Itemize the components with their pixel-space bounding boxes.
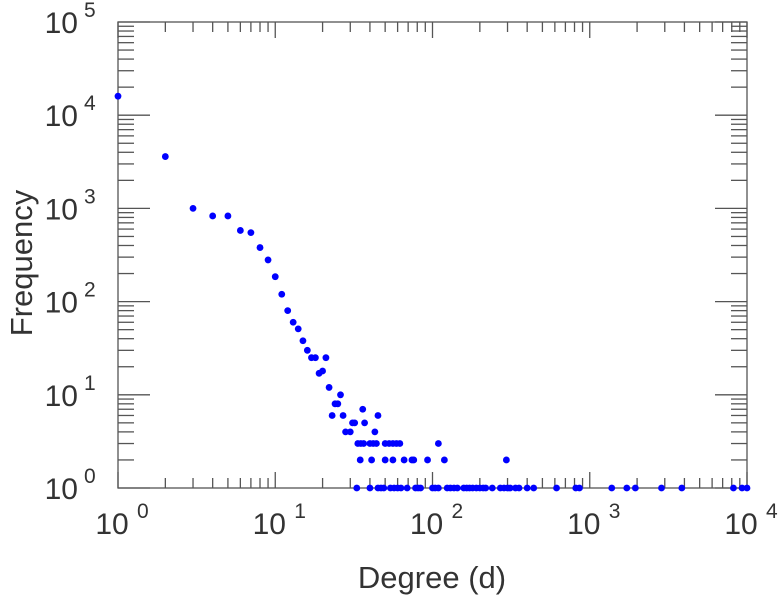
data-point bbox=[631, 484, 639, 492]
x-tick-exponent: 1 bbox=[294, 500, 306, 523]
data-point bbox=[114, 92, 122, 100]
data-point bbox=[271, 273, 279, 281]
data-point bbox=[303, 346, 311, 354]
data-point bbox=[502, 456, 510, 464]
data-point bbox=[608, 484, 616, 492]
data-point bbox=[515, 484, 523, 492]
plot-frame bbox=[117, 21, 748, 489]
data-point bbox=[284, 307, 292, 315]
data-point bbox=[434, 484, 442, 492]
data-point bbox=[380, 484, 388, 492]
x-axis-title: Degree (d) bbox=[358, 560, 506, 595]
data-point bbox=[264, 256, 272, 264]
data-point bbox=[161, 153, 169, 160]
data-point bbox=[224, 212, 232, 220]
data-point bbox=[360, 440, 368, 447]
data-point bbox=[328, 412, 336, 419]
data-point bbox=[400, 456, 408, 464]
data-point bbox=[289, 318, 297, 326]
data-point bbox=[440, 456, 448, 464]
data-point bbox=[424, 456, 431, 464]
x-tick-label: 10 bbox=[410, 508, 443, 541]
axis-ticks bbox=[117, 21, 748, 489]
data-point bbox=[482, 484, 490, 492]
x-tick-label: 10 bbox=[253, 508, 286, 541]
data-point bbox=[488, 484, 496, 492]
data-point bbox=[361, 419, 368, 427]
data-point bbox=[325, 384, 333, 391]
x-tick-label: 10 bbox=[567, 508, 600, 541]
data-point bbox=[371, 428, 379, 436]
y-tick-exponent: 0 bbox=[84, 465, 96, 488]
data-point bbox=[506, 484, 514, 492]
y-tick-label: 10 bbox=[45, 287, 78, 320]
y-tick-exponent: 5 bbox=[84, 0, 96, 22]
data-point bbox=[397, 484, 405, 492]
data-point bbox=[678, 484, 686, 492]
data-point bbox=[353, 484, 361, 492]
data-point bbox=[374, 412, 382, 419]
data-point bbox=[346, 428, 354, 436]
data-point bbox=[322, 354, 330, 362]
data-point bbox=[342, 428, 349, 436]
data-point bbox=[373, 440, 380, 447]
x-tick-exponent: 2 bbox=[452, 500, 464, 523]
x-tick-label: 10 bbox=[724, 508, 757, 541]
data-point bbox=[396, 440, 404, 447]
data-point bbox=[658, 484, 665, 492]
data-point bbox=[337, 391, 344, 399]
data-point bbox=[278, 290, 286, 298]
data-point bbox=[247, 229, 255, 236]
y-tick-labels: 10 0 10 1 10 2 10 3 10 4 10 5 bbox=[45, 0, 96, 506]
data-point bbox=[576, 484, 583, 492]
data-point bbox=[339, 412, 347, 419]
data-point bbox=[738, 484, 746, 492]
data-point bbox=[623, 484, 631, 492]
y-axis-title: Frequency bbox=[4, 189, 39, 336]
x-tick-label: 10 bbox=[95, 508, 128, 541]
data-point bbox=[403, 484, 411, 492]
data-point bbox=[256, 244, 264, 251]
data-point bbox=[359, 405, 367, 413]
y-tick-label: 10 bbox=[45, 380, 78, 413]
data-point bbox=[368, 456, 376, 464]
x-tick-exponent: 4 bbox=[766, 500, 778, 523]
y-tick-label: 10 bbox=[45, 7, 78, 40]
data-point bbox=[209, 212, 217, 220]
y-tick-label: 10 bbox=[45, 473, 78, 506]
data-point bbox=[356, 456, 364, 464]
x-tick-exponent: 0 bbox=[137, 500, 149, 523]
data-point bbox=[553, 484, 560, 492]
y-tick-exponent: 2 bbox=[84, 279, 96, 302]
data-point bbox=[311, 354, 319, 362]
data-point bbox=[294, 325, 302, 333]
data-point bbox=[236, 227, 244, 234]
data-point bbox=[454, 484, 461, 492]
data-point bbox=[389, 456, 397, 464]
data-point bbox=[351, 419, 359, 427]
data-point bbox=[299, 337, 307, 345]
data-point bbox=[189, 205, 197, 212]
y-tick-exponent: 3 bbox=[84, 185, 96, 208]
data-point bbox=[410, 456, 418, 464]
data-points bbox=[114, 92, 751, 492]
data-point bbox=[523, 484, 531, 492]
y-tick-exponent: 1 bbox=[84, 372, 96, 395]
data-point bbox=[366, 484, 374, 492]
data-point bbox=[381, 456, 389, 464]
data-point bbox=[743, 484, 751, 492]
data-point bbox=[730, 484, 737, 492]
x-tick-exponent: 3 bbox=[609, 500, 621, 523]
y-tick-label: 10 bbox=[45, 100, 78, 133]
data-point bbox=[530, 484, 538, 492]
data-point bbox=[417, 484, 424, 492]
data-point bbox=[319, 367, 326, 375]
y-tick-exponent: 4 bbox=[84, 92, 96, 115]
y-tick-label: 10 bbox=[45, 193, 78, 226]
data-point bbox=[334, 400, 342, 408]
data-point bbox=[434, 440, 442, 447]
x-tick-labels: 10 0 10 1 10 2 10 3 10 4 bbox=[95, 500, 778, 541]
